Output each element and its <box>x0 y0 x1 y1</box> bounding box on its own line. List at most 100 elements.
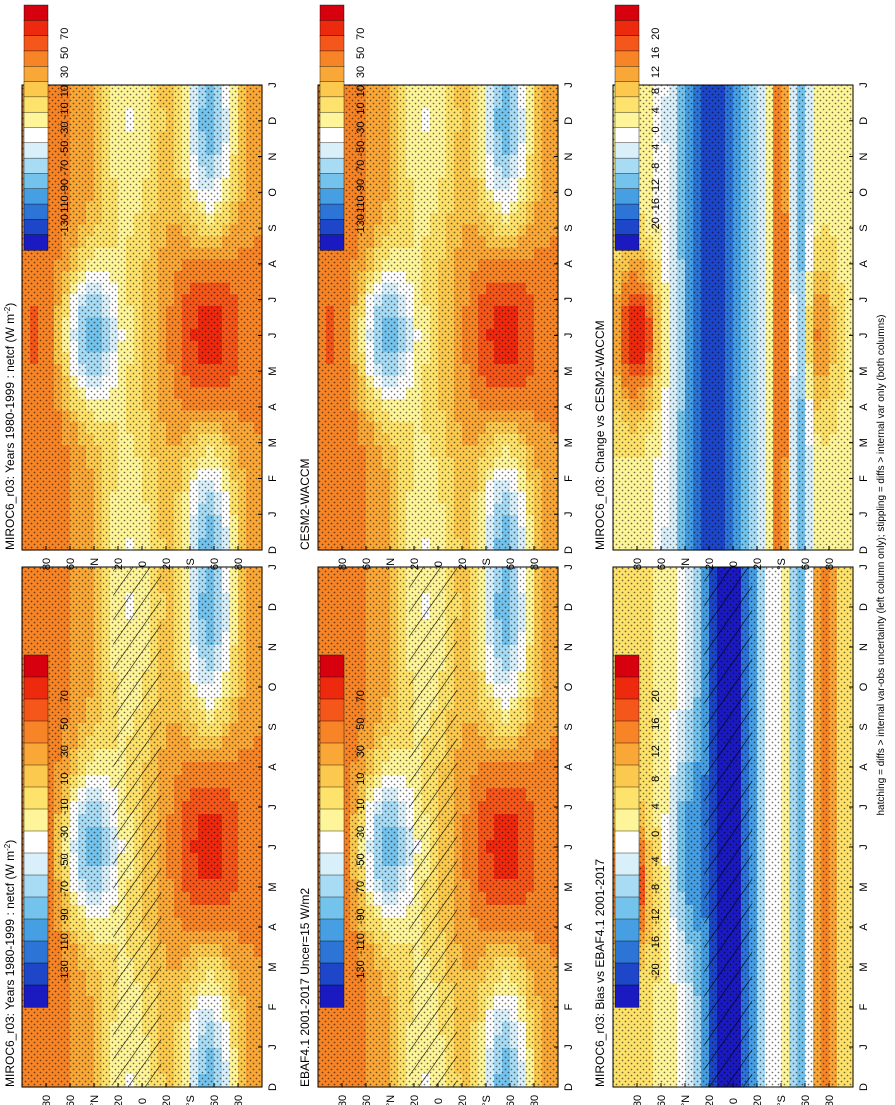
colorbar-label: -10 <box>355 798 367 814</box>
colorbar-swatch <box>23 35 49 52</box>
colorbar-swatch <box>23 203 49 220</box>
colorbar-swatch <box>23 20 49 37</box>
colorbar-label: -70 <box>59 160 71 176</box>
lat-tick-label: 20 <box>161 1095 173 1105</box>
lat-tick-label: 20 <box>113 1095 125 1105</box>
colorbar-swatch <box>23 808 49 832</box>
colorbar-label: 10 <box>59 85 71 97</box>
colorbar-swatch <box>23 66 49 83</box>
colorbar-label: -110 <box>355 933 367 954</box>
colorbar-label: -90 <box>59 908 71 924</box>
colorbar-label: -90 <box>355 908 367 924</box>
colorbar-label: -10 <box>59 798 71 814</box>
colorbar-swatch <box>23 962 49 986</box>
colorbar-swatch <box>23 50 49 67</box>
colorbar-swatch <box>23 96 49 113</box>
colorbar-swatch <box>23 918 49 942</box>
colorbar-swatch <box>319 962 345 986</box>
colorbar-swatch <box>23 234 49 251</box>
month-label: A <box>267 923 279 931</box>
colorbar-swatch <box>23 874 49 898</box>
hatching-overlay <box>409 567 458 1087</box>
month-label: M <box>267 367 279 376</box>
month-label: S <box>267 224 279 231</box>
colorbar-swatch <box>23 698 49 722</box>
lat-tick-label: 60 <box>209 558 221 570</box>
month-label: O <box>267 188 279 197</box>
colorbar-swatch <box>319 852 345 876</box>
month-label: D <box>563 603 575 611</box>
colorbar-label: 10 <box>355 773 367 785</box>
colorbar-label: -110 <box>59 933 71 954</box>
stippling-overlay <box>22 85 262 550</box>
month-label: M <box>563 962 575 971</box>
colorbar-label: -50 <box>59 853 71 869</box>
colorbar-label: -50 <box>59 141 71 157</box>
colorbar-label: 70 <box>59 28 71 40</box>
month-label: J <box>563 844 575 850</box>
colorbar-label: -50 <box>355 853 367 869</box>
month-label: F <box>563 1003 575 1010</box>
month-label: D <box>563 1083 575 1091</box>
month-label: J <box>563 1044 575 1050</box>
lat-tick-label: 0 <box>137 1098 149 1104</box>
colorbar-swatch <box>319 698 345 722</box>
colorbar-swatch <box>23 676 49 700</box>
month-label: N <box>267 152 279 160</box>
month-label: D <box>267 603 279 611</box>
colorbar-label: -130 <box>355 960 367 982</box>
lat-tick-label: 60 <box>65 1095 77 1105</box>
lat-tick-label: 20 <box>113 558 125 570</box>
lat-tick-label: 0 <box>137 561 149 567</box>
colorbar-swatch <box>23 188 49 205</box>
hatching-overlay <box>113 567 162 1087</box>
lat-tick-label: 60 <box>65 558 77 570</box>
colorbar-swatch <box>23 742 49 766</box>
colorbar-label: -30 <box>59 826 71 842</box>
lat-tick-label: °N <box>89 558 101 570</box>
colorbar-swatch <box>319 742 345 766</box>
lat-tick-label: 80 <box>337 1095 349 1105</box>
colorbar-label: 30 <box>355 745 367 757</box>
month-label: D <box>267 546 279 554</box>
month-label: J <box>267 844 279 850</box>
lat-tick-label: 20 <box>409 1095 421 1105</box>
month-label: A <box>267 259 279 267</box>
colorbar-swatch <box>23 157 49 175</box>
lat-tick-label: °S <box>481 1095 493 1105</box>
colorbar-label: -70 <box>59 881 71 897</box>
month-label: O <box>563 682 575 691</box>
lat-tick-label: 80 <box>233 558 245 570</box>
lat-tick-label: °S <box>185 558 197 570</box>
month-label: J <box>267 511 279 517</box>
colorbar-swatch <box>319 896 345 920</box>
lat-tick-label: 80 <box>41 1095 53 1105</box>
colorbar-label: 10 <box>59 773 71 785</box>
month-label: S <box>267 723 279 730</box>
colorbar-swatch <box>23 219 49 236</box>
colorbar-swatch <box>319 786 345 810</box>
colorbar-swatch <box>23 852 49 876</box>
colorbar-label: -110 <box>59 195 71 216</box>
panel-right-middle: 80 60 °N 20 0 20 °S 60 80DJFMAMJJASONDJCESM2-WAC… <box>298 4 575 570</box>
month-label: J <box>267 564 279 570</box>
colorbar-swatch <box>23 142 49 159</box>
colorbar-swatch <box>23 111 49 129</box>
colorbar-swatch <box>23 896 49 920</box>
month-label: M <box>563 882 575 891</box>
lat-tick-label: 80 <box>529 1095 541 1105</box>
colorbar-swatch <box>23 81 49 98</box>
colorbar-label: 70 <box>59 690 71 702</box>
month-label: J <box>267 297 279 303</box>
lat-tick-label: 80 <box>233 1095 245 1105</box>
month-label: M <box>267 882 279 891</box>
month-label: M <box>267 962 279 971</box>
lat-tick-label: 60 <box>361 1095 373 1105</box>
colorbar-swatch <box>23 940 49 964</box>
lat-tick-label: °S <box>185 1095 197 1105</box>
month-label: N <box>267 643 279 651</box>
panel-title: MIROC6_r03: Years 1980-1999 : netcf (W m… <box>3 303 17 550</box>
